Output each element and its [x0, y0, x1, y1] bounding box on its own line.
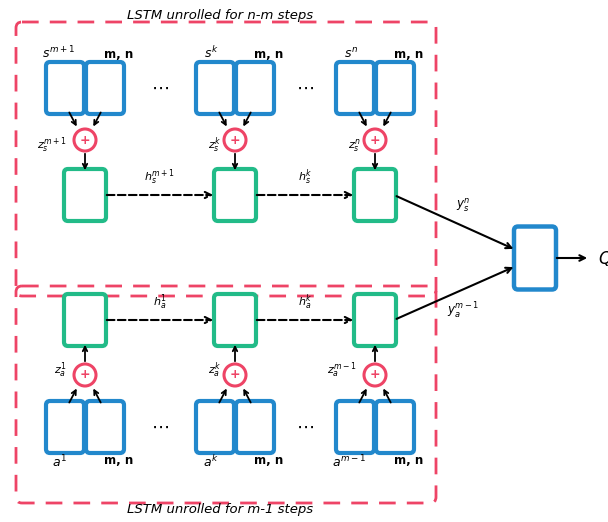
Text: $z_s^n$: $z_s^n$	[348, 136, 361, 153]
Text: +: +	[370, 134, 381, 147]
FancyBboxPatch shape	[46, 62, 84, 114]
Text: m, n: m, n	[395, 48, 424, 61]
Text: $z_a^1$: $z_a^1$	[54, 360, 67, 380]
FancyBboxPatch shape	[354, 169, 396, 221]
Circle shape	[224, 364, 246, 386]
Text: +: +	[370, 369, 381, 382]
Text: LSTM unrolled for n-m steps: LSTM unrolled for n-m steps	[127, 9, 313, 22]
FancyBboxPatch shape	[354, 294, 396, 346]
Text: $a^1$: $a^1$	[52, 454, 66, 471]
FancyBboxPatch shape	[46, 401, 84, 453]
Text: $\cdots$: $\cdots$	[151, 79, 169, 97]
Circle shape	[224, 129, 246, 151]
FancyBboxPatch shape	[376, 401, 414, 453]
Text: $a^{m-1}$: $a^{m-1}$	[332, 454, 366, 471]
Text: +: +	[80, 369, 91, 382]
Text: $z_s^k$: $z_s^k$	[208, 135, 221, 155]
Circle shape	[364, 129, 386, 151]
FancyBboxPatch shape	[236, 62, 274, 114]
FancyBboxPatch shape	[336, 401, 374, 453]
Text: $Q^{\,m}$: $Q^{\,m}$	[598, 248, 608, 268]
Text: m, n: m, n	[105, 48, 134, 61]
Text: $\cdots$: $\cdots$	[151, 418, 169, 436]
Text: $a^k$: $a^k$	[203, 454, 219, 470]
Circle shape	[364, 364, 386, 386]
Text: $\cdots$: $\cdots$	[296, 79, 314, 97]
Text: +: +	[230, 369, 240, 382]
Text: $s^n$: $s^n$	[344, 47, 358, 61]
Text: $h_a^1$: $h_a^1$	[153, 292, 167, 312]
Text: +: +	[230, 134, 240, 147]
Text: LSTM unrolled for m-1 steps: LSTM unrolled for m-1 steps	[127, 504, 313, 516]
Text: $s^k$: $s^k$	[204, 45, 218, 61]
Text: +: +	[80, 134, 91, 147]
FancyBboxPatch shape	[336, 62, 374, 114]
Text: $h_a^k$: $h_a^k$	[298, 292, 313, 312]
Circle shape	[74, 129, 96, 151]
FancyBboxPatch shape	[86, 401, 124, 453]
Text: m, n: m, n	[254, 48, 283, 61]
Text: $\cdots$: $\cdots$	[296, 418, 314, 436]
Text: $h_s^{m+1}$: $h_s^{m+1}$	[144, 168, 176, 187]
Circle shape	[74, 364, 96, 386]
Text: $z_s^{m+1}$: $z_s^{m+1}$	[37, 135, 67, 155]
Text: $h_s^k$: $h_s^k$	[298, 168, 313, 187]
FancyBboxPatch shape	[196, 401, 234, 453]
FancyBboxPatch shape	[64, 169, 106, 221]
Text: $y_a^{m-1}$: $y_a^{m-1}$	[447, 301, 479, 321]
Text: $z_a^{m-1}$: $z_a^{m-1}$	[327, 360, 357, 380]
FancyBboxPatch shape	[514, 227, 556, 290]
Text: $s^{m+1}$: $s^{m+1}$	[43, 44, 75, 61]
Text: $y_s^n$: $y_s^n$	[456, 197, 470, 215]
Text: $z_a^k$: $z_a^k$	[208, 360, 221, 380]
FancyBboxPatch shape	[376, 62, 414, 114]
FancyBboxPatch shape	[86, 62, 124, 114]
FancyBboxPatch shape	[214, 294, 256, 346]
FancyBboxPatch shape	[214, 169, 256, 221]
FancyBboxPatch shape	[236, 401, 274, 453]
FancyBboxPatch shape	[64, 294, 106, 346]
FancyBboxPatch shape	[196, 62, 234, 114]
Text: m, n: m, n	[395, 454, 424, 467]
Text: m, n: m, n	[254, 454, 283, 467]
Text: m, n: m, n	[105, 454, 134, 467]
